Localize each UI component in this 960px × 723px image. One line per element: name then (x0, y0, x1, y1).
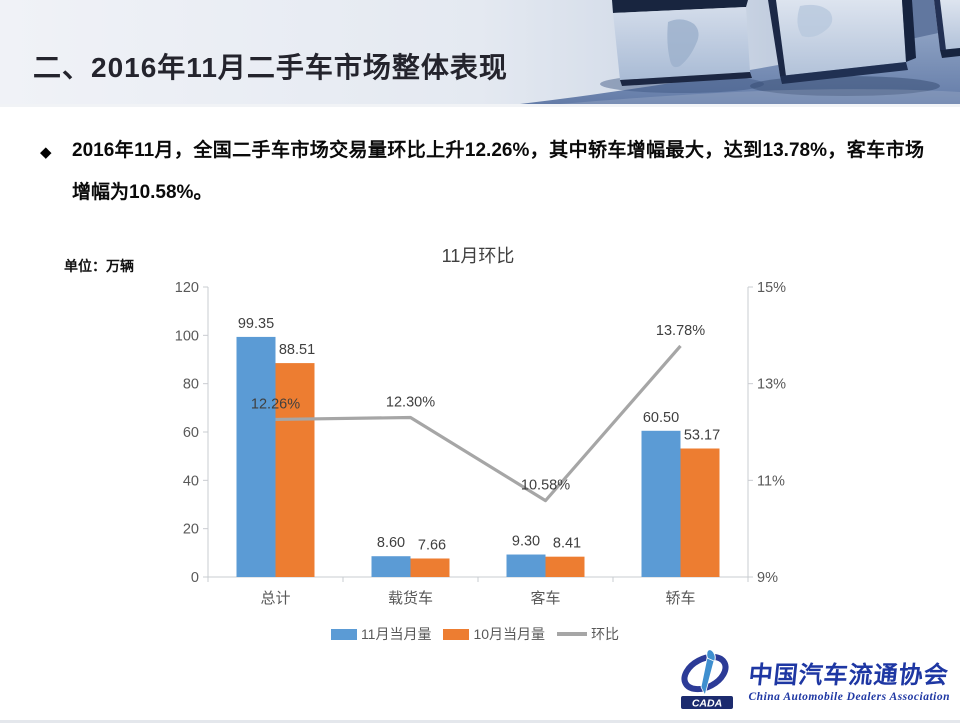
chart-title: 11月环比 (442, 246, 515, 266)
cube2-left-edge (768, 0, 786, 76)
chart-unit-label: 单位：万辆 (64, 258, 134, 274)
bar-value-label: 99.35 (238, 316, 274, 332)
category-label: 总计 (260, 590, 290, 607)
right-axis-tick-label: 11% (757, 473, 785, 489)
emblem-ring (680, 653, 729, 693)
legend-item-11月当月量: 11月当月量 (330, 624, 438, 644)
header-decoration (0, 0, 960, 104)
line-value-label: 12.30% (386, 395, 435, 411)
cube2-bottom-edge (780, 62, 908, 84)
emblem-cada-text: CADA (691, 698, 721, 710)
cube1-bottom-edge (620, 72, 752, 86)
emblem-cada-box (680, 696, 733, 709)
bar-value-label: 7.66 (418, 537, 446, 553)
bar-10月当月量-总计 (275, 363, 315, 577)
bar-value-label: 9.30 (512, 534, 540, 550)
line-环比 (275, 344, 682, 503)
legend-label: 10月当月量 (473, 626, 546, 642)
cube2-map-silhouette (797, 4, 833, 38)
emblem-brush (700, 657, 714, 697)
cube3-left-edge (934, 0, 946, 50)
legend-label: 环比 (591, 626, 620, 642)
legend-line-swatch (557, 632, 588, 636)
cada-logo: CADA 中国汽车流通协会 China Automobile Dealers A… (678, 648, 951, 710)
bar-value-label: 53.17 (684, 428, 720, 444)
legend-bar-swatch (443, 628, 470, 640)
category-label: 载货车 (388, 590, 433, 607)
right-axis-tick-label: 13% (757, 377, 786, 393)
legend-item-环比: 环比 (557, 624, 625, 644)
combo-chart: 11月环比 0 20 40 60 80 100 120 9% 11% 13% 15% 总计 载货车 客车 轿车… (175, 246, 786, 607)
logo-name-chinese: 中国汽车流通协会 (746, 663, 950, 689)
legend-label: 11月当月量 (360, 626, 432, 642)
bar-value-label: 88.51 (279, 342, 315, 358)
bar-11月当月量-总计 (236, 336, 276, 577)
bar-10月当月量-载货车 (410, 558, 450, 577)
left-axis-tick-label: 40 (183, 473, 199, 489)
category-label: 轿车 (665, 590, 695, 607)
left-axis-tick-label: 60 (183, 425, 199, 441)
right-axis-tick-label: 9% (757, 570, 778, 586)
bullet-block: ◆ 2016年11月，全国二手车市场交易量环比上升12.26%，其中轿车增幅最大… (40, 130, 924, 214)
logo-text-block: 中国汽车流通协会 China Automobile Dealers Associ… (746, 655, 951, 703)
left-axis-tick-label: 20 (183, 522, 199, 538)
cube2-right-edge (902, 0, 916, 62)
line-value-label: 12.26% (251, 396, 300, 412)
cube1-map-silhouette (667, 19, 699, 68)
left-axis-tick-label: 0 (191, 570, 199, 586)
cube3-bottom-edge (940, 48, 960, 58)
cada-emblem-icon: CADA (680, 649, 733, 710)
bar-10月当月量-轿车 (680, 448, 720, 577)
line-value-label: 13.78% (656, 323, 705, 339)
legend-bar-swatch (330, 628, 357, 640)
right-axis-tick-label: 15% (757, 280, 786, 296)
slide-title: 二、2016年11月二手车市场整体表现 (33, 52, 508, 83)
bar-11月当月量-轿车 (641, 430, 681, 577)
header-banner: 二、2016年11月二手车市场整体表现 (0, 0, 960, 107)
bar-11月当月量-载货车 (371, 556, 411, 577)
bullet-diamond-icon: ◆ (40, 144, 52, 161)
bar-value-label: 60.50 (643, 410, 679, 426)
left-axis-tick-label: 80 (183, 377, 199, 393)
bar-11月当月量-客车 (506, 554, 546, 577)
bar-value-label: 8.60 (377, 535, 405, 551)
line-value-label: 10.58% (521, 478, 570, 494)
left-axis-tick-label: 120 (175, 280, 199, 296)
logo-name-english: China Automobile Dealers Association (748, 691, 950, 703)
chart-legend: 11月当月量 10月当月量 环比 (208, 625, 748, 643)
category-label: 客车 (530, 590, 560, 607)
bar-10月当月量-客车 (545, 556, 585, 577)
bullet-text: 2016年11月，全国二手车市场交易量环比上升12.26%，其中轿车增幅最大，达… (72, 140, 924, 203)
floor-highlight (560, 89, 960, 104)
cube1-top-edge (612, 0, 748, 13)
left-axis-tick-label: 100 (175, 328, 199, 344)
legend-item-10月当月量: 10月当月量 (443, 624, 551, 644)
bar-value-label: 8.41 (553, 536, 581, 552)
